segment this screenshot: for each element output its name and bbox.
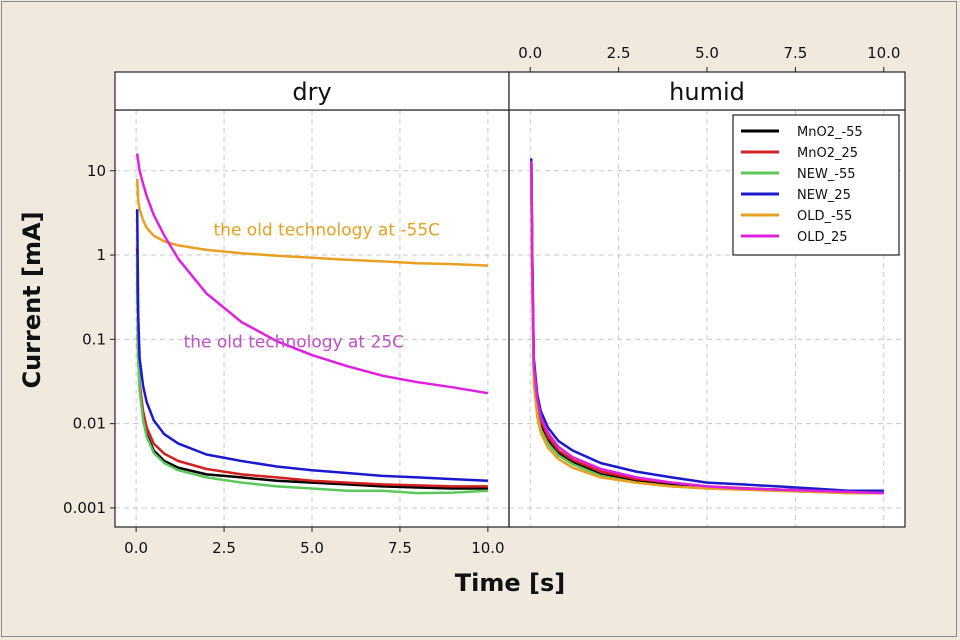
x-tick-label-bottom: 5.0	[300, 539, 324, 557]
strip-dry	[114, 71, 510, 111]
strip-label-dry: dry	[292, 78, 331, 106]
legend-label-NEW_25: NEW_25	[797, 188, 851, 203]
series-line-OLD_25-dry	[135, 153, 489, 395]
y-tick-label: 10	[87, 162, 106, 180]
series-line-NEW_25-dry	[135, 209, 488, 483]
legend: MnO2_-55 MnO2_25 NEW_-55 NEW_25 OLD_-55 OLD_2…	[732, 114, 900, 256]
strip-label-humid: humid	[669, 78, 745, 106]
legend-label-MnO2_25: MnO2_25	[797, 146, 858, 161]
x-tick-label-bottom: 10.0	[471, 539, 504, 557]
strip-humid	[508, 71, 906, 111]
y-tick-label: 0.1	[82, 330, 106, 348]
series-line-OLD_-55-dry	[135, 178, 488, 267]
legend-label-OLD_25: OLD_25	[797, 230, 848, 245]
y-tick-label: 0.01	[73, 415, 106, 433]
legend-label-NEW_-55: NEW_-55	[797, 167, 856, 182]
legend-box	[732, 114, 900, 256]
x-tick-label-top: 10.0	[867, 44, 900, 62]
y-tick-label: 0.001	[63, 499, 106, 517]
series-lines	[135, 153, 884, 495]
axis-ticks: 0.0 0.0 2.5 2.5 5.0 5.0 7.5 7.5 10.0 10.0 10 1 0.1 0.…	[63, 44, 900, 557]
x-tick-label-bottom: 7.5	[388, 539, 412, 557]
x-tick-label-top: 5.0	[695, 44, 719, 62]
series-line-OLD_25-humid	[530, 161, 884, 495]
annotations: the old technology at -55C the old techno…	[184, 221, 440, 353]
annotation-text: the old technology at 25C	[184, 333, 404, 353]
x-tick-label-top: 0.0	[518, 44, 542, 62]
series-line-NEW_-55-dry	[135, 254, 488, 495]
x-tick-label-top: 2.5	[607, 44, 631, 62]
x-tick-label-bottom: 0.0	[124, 539, 148, 557]
y-tick-label: 1	[96, 246, 106, 264]
x-axis-title: Time [s]	[455, 569, 565, 597]
legend-label-MnO2_-55: MnO2_-55	[797, 125, 863, 140]
y-axis-title: Current [mA]	[18, 211, 46, 388]
legend-label-OLD_-55: OLD_-55	[797, 209, 852, 224]
x-tick-label-top: 7.5	[783, 44, 807, 62]
gridlines	[115, 110, 905, 527]
x-tick-label-bottom: 2.5	[212, 539, 236, 557]
panel-strips: dry humid	[114, 71, 906, 111]
annotation-text: the old technology at -55C	[214, 221, 441, 241]
